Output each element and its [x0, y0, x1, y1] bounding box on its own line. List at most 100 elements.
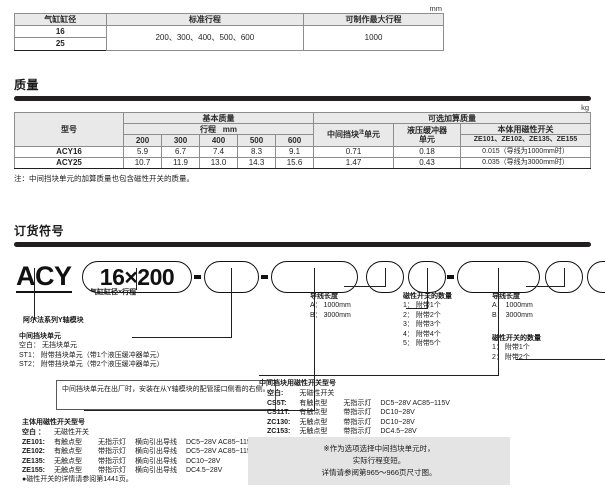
mass-acy16-200: 5.9: [123, 145, 162, 158]
mass-row-model-acy16: ACY16: [14, 145, 124, 158]
mass-section-title: 质量: [14, 78, 40, 92]
mass-col-400: 400: [199, 134, 238, 147]
mass-header-basic: 基本质量: [123, 111, 314, 125]
order-code-prefix: ACY: [16, 261, 72, 293]
callout-midstop-title: 中间挡块单元: [19, 333, 61, 340]
callout-switch-qty-left-5: 5： 附带5个: [403, 340, 441, 348]
mass-row-model-acy25: ACY25: [14, 156, 124, 169]
body-switch-3-lamp: 带指示灯: [97, 467, 126, 475]
stroke-header-bore: 气缸缸径: [14, 12, 107, 27]
midstop-switch-3-contact: 无触点型: [299, 428, 328, 436]
callout-body-switch-title: 主体用磁性开关型号: [22, 419, 85, 426]
mass-acy16-300: 6.7: [161, 145, 200, 158]
midstop-switch-1-contact: 有触点型: [299, 409, 328, 417]
callout-switch-qty-left-1: 1： 附带1个: [403, 302, 441, 310]
body-switch-2-lead: 横向引出导线: [134, 457, 177, 465]
leader-leadlength-v: [385, 268, 386, 286]
callout-midstop-unit: 中间挡块单元 空白： 无挡块单元 ST1： 附带挡块单元（带1个液压缓冲器单元）…: [19, 332, 164, 370]
callout-switch-qty-left: 磁性开关的数量 1： 附带1个 2： 附带2个 3： 附带3个 4： 附带4个 …: [403, 292, 452, 349]
mass-header-stroke-unit: mm: [222, 124, 237, 134]
mass-section: 质量 kg 型号 基本质量 可选加算质量 行程 mm 中间挡块注单元 液压缓冲器…: [14, 76, 591, 184]
list-item: ZE135: 无触点型 带指示灯 横向引出导线 DC10~28V: [22, 457, 265, 466]
body-switch-1-contact: 有触点型: [53, 448, 82, 456]
mass-header-stroke: 行程 mm: [123, 123, 314, 136]
body-switch-1-code: ZE102:: [22, 448, 45, 456]
mass-header-midstop-mark: 注: [358, 129, 364, 136]
callout-midstop-switch: 中间挡块用磁性开关型号 空白: 无磁性开关 CS5T: 有触点型 无指示灯 DC…: [259, 379, 459, 437]
leader-series: [34, 268, 35, 320]
callout-lead-length-right-b: B： 3000mm: [492, 311, 533, 319]
mass-col-200: 200: [123, 134, 162, 147]
midstop-factory-note-box: 中间挡块单元在出厂时，安装在从Y轴模块的配管接口侧看的右侧。: [56, 380, 276, 410]
callout-lead-length-right-a: A： 1000mm: [492, 302, 533, 310]
mass-header-bodyswitch-models: ZE101、ZE102、ZE135、ZE155: [460, 134, 591, 147]
mass-header-stroke-label: 行程: [200, 124, 217, 134]
mass-acy25-midstop: 1.47: [313, 156, 394, 169]
body-switch-2-code: ZE135:: [22, 457, 45, 465]
callout-switch-qty-right-title: 磁性开关的数量: [492, 335, 541, 342]
midstop-switch-1-voltage: DC10~28V: [380, 409, 415, 417]
callout-body-switch: 主体用磁性开关型号 空白 ： 无磁性开关 ZE101: 有触点型 无指示灯 横向…: [22, 418, 265, 476]
callout-midstop-line-1: ST1： 附带挡块单元（带1个液压缓冲器单元）: [19, 351, 164, 359]
midstop-switch-2-lamp: 带指示灯: [343, 418, 372, 426]
body-switch-1-lamp: 带指示灯: [97, 448, 126, 456]
mass-acy16-600: 9.1: [275, 145, 314, 158]
leader-leadlength-h: [344, 286, 386, 287]
body-switch-2-voltage: DC10~28V: [185, 457, 221, 465]
callout-midstop-line-2: ST2： 附带挡块单元（带2个液压缓冲器单元）: [19, 361, 164, 369]
mass-acy25-shock: 0.43: [393, 156, 461, 169]
body-switch-blank-desc: 无磁性开关: [53, 429, 89, 437]
mass-header-midstop-tail: 单元: [364, 130, 380, 140]
stroke-warning-line-1: 实际行程变短。: [352, 456, 406, 465]
midstop-switch-2-code: ZC130:: [267, 418, 291, 426]
body-switch-3-lead: 横向引出导线: [134, 467, 177, 475]
body-switch-1-lead: 横向引出导线: [134, 448, 177, 456]
midstop-switch-blank-code: 空白:: [267, 390, 284, 398]
leader-switchqty2-h: [516, 359, 605, 360]
mass-section-rule: [14, 96, 591, 101]
callout-lead-length-left-a: A： 1000mm: [310, 302, 351, 310]
mass-header-shock-l2: 单元: [419, 134, 435, 144]
mass-col-600: 600: [275, 134, 314, 147]
mass-table-unit: kg: [581, 103, 589, 112]
mass-table: 型号 基本质量 可选加算质量 行程 mm 中间挡块注单元 液压缓冲器 单元 本体…: [14, 111, 591, 169]
list-item: ZE155: 无触点型 带指示灯 横向引出导线 DC4.5~28V: [22, 466, 265, 475]
callout-lead-length-right-title: 导线长度: [492, 293, 520, 300]
stroke-table: 气缸缸径 标准行程 可制作最大行程 16 200、300、400、500、600…: [14, 12, 444, 51]
body-switch-0-lamp: 无指示灯: [97, 438, 126, 446]
body-switch-0-lead: 横向引出导线: [134, 438, 177, 446]
list-item: CS5T: 有触点型 无指示灯 DC5~28V AC85~115V: [267, 399, 459, 408]
leader-bodyswitch-v: [314, 268, 315, 410]
midstop-switch-0-lamp: 无指示灯: [343, 399, 372, 407]
list-item: ZC153: 无触点型 带指示灯 DC4.5~28V: [267, 427, 459, 436]
list-item: 空白: 无磁性开关: [267, 389, 459, 398]
leader-leadlength2-h: [526, 286, 565, 287]
callout-midstop-line-0: 空白： 无挡块单元: [19, 342, 77, 350]
callout-switch-qty-right: 磁性开关的数量 1： 附带1个 2： 附带2个: [492, 334, 541, 362]
stroke-header-standard: 标准行程: [105, 12, 305, 27]
midstop-switch-3-lamp: 带指示灯: [343, 428, 372, 436]
callout-lead-length-right: 导线长度 A： 1000mm B： 3000mm: [492, 292, 533, 320]
mass-col-300: 300: [161, 134, 200, 147]
mass-col-500: 500: [237, 134, 276, 147]
order-code-diagram: ACY 16×200: [14, 255, 605, 301]
callout-switch-qty-left-3: 3： 附带3个: [403, 321, 441, 329]
leader-midstop-v: [231, 268, 232, 337]
leader-bodyswitch-h: [84, 410, 315, 411]
order-section-rule: [14, 242, 591, 247]
mass-acy16-400: 7.4: [199, 145, 238, 158]
callout-midstop-switch-title: 中间挡块用磁性开关型号: [259, 380, 336, 387]
mass-header-optional: 可选加算质量: [313, 111, 591, 125]
leader-bore-stroke: [136, 268, 137, 290]
body-switch-0-voltage: DC5~28V AC85~115V: [185, 438, 256, 446]
mass-acy16-500: 8.3: [237, 145, 276, 158]
body-switch-2-lamp: 带指示灯: [97, 457, 126, 465]
callout-switch-qty-left-title: 磁性开关的数量: [403, 293, 452, 300]
mass-header-midstop: 中间挡块注单元: [313, 123, 394, 147]
body-switch-detail-bullet: ●磁性开关的详情请参阅第1441页。: [22, 476, 133, 483]
mass-header-shock: 液压缓冲器 单元: [393, 123, 461, 147]
body-switch-3-code: ZE155:: [22, 467, 45, 475]
list-item: CS11T: 有触点型 带指示灯 DC10~28V: [267, 408, 459, 417]
list-item: ZE102: 有触点型 带指示灯 横向引出导线 DC5~28V AC85~115…: [22, 447, 265, 456]
midstop-switch-table: 空白: 无磁性开关 CS5T: 有触点型 无指示灯 DC5~28V AC85~1…: [267, 389, 459, 436]
